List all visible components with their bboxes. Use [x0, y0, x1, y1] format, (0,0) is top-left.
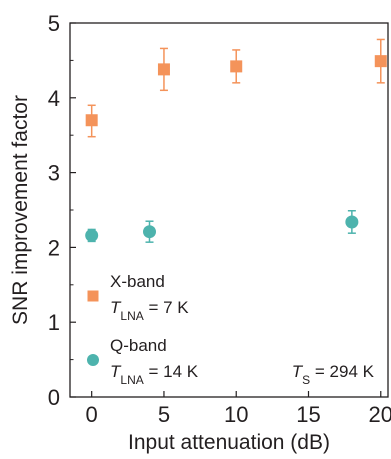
legend-sublabel-text: = 7 K — [144, 298, 190, 317]
data-point-circle — [143, 225, 156, 239]
legend-entry-q-band: Q-band TLNA = 14 K — [87, 336, 199, 387]
legend-sublabel-sub: LNA — [120, 309, 143, 323]
x-tick-label: 10 — [224, 402, 248, 427]
series-q-band — [85, 209, 359, 243]
legend-sublabel-var: T — [110, 362, 122, 381]
x-axis-label: Input attenuation (dB) — [128, 431, 330, 454]
data-point-square — [230, 60, 243, 73]
y-axis-label: SNR improvement factor — [9, 95, 32, 325]
y-tick-label: 2 — [48, 235, 60, 260]
legend-label: X-band — [110, 272, 165, 291]
data-point-square — [85, 114, 98, 127]
y-tick-label: 3 — [48, 161, 60, 186]
data-marks — [85, 38, 387, 243]
ts-annotation-var: T — [292, 362, 304, 381]
legend-entry-x-band: X-band TLNA = 7 K — [87, 272, 189, 323]
x-tick-label: 15 — [296, 402, 320, 427]
data-point-circle — [85, 228, 99, 242]
x-tick-label: 20 — [369, 402, 391, 427]
y-tick-label: 4 — [48, 86, 60, 111]
x-tick-label: 0 — [86, 402, 98, 427]
data-point-square — [374, 55, 387, 68]
data-point-circle — [345, 215, 359, 229]
y-tick-label: 5 — [48, 11, 60, 36]
legend-sublabel: TLNA = 7 K — [110, 298, 189, 323]
legend-sublabel: TLNA = 14 K — [110, 362, 199, 387]
data-point-square — [157, 63, 170, 76]
legend-sublabel-sub: LNA — [120, 373, 143, 387]
legend-sublabel-text: = 14 K — [144, 362, 199, 381]
ts-annotation-sub: S — [302, 373, 310, 387]
legend-marker-square — [87, 290, 99, 302]
legend-label: Q-band — [110, 336, 167, 355]
y-tick-label: 1 — [48, 310, 60, 335]
ts-annotation: TS = 294 K — [292, 362, 375, 387]
x-tick-label: 5 — [158, 402, 170, 427]
series-x-band — [85, 38, 387, 138]
axis-ticks: 0 5 10 15 20 0 1 2 3 4 5 — [48, 11, 391, 427]
y-tick-label: 0 — [48, 385, 60, 410]
legend-sublabel-var: T — [110, 298, 122, 317]
legend-marker-circle — [87, 354, 99, 366]
ts-annotation-text: = 294 K — [310, 362, 374, 381]
